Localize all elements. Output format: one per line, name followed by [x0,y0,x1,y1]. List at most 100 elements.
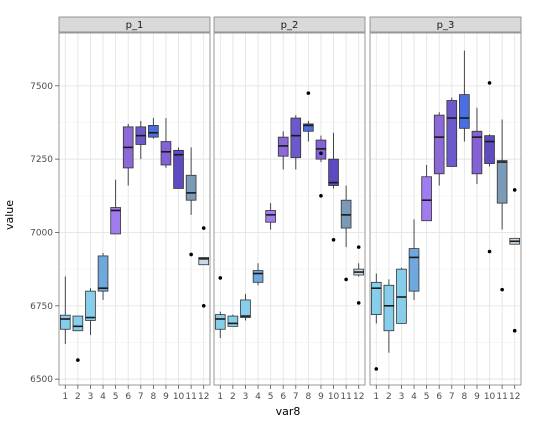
box-body [252,270,264,283]
outlier-point [344,277,348,282]
box-body [173,149,184,189]
box-p_1-2 [72,315,84,362]
x-tick-label: 3 [243,392,249,402]
x-tick-label: 8 [462,392,468,402]
box-body [265,210,276,223]
x-tick-label: 3 [399,392,405,402]
box-p_2-7 [290,115,302,170]
facet-panel-p_3: p_31 2 3 4 5 6 7 8 9 10 11 12 [369,16,522,402]
box-body [198,256,210,266]
y-tick-label: 7250 [30,155,53,165]
outlier-point [319,151,323,156]
outlier-point [500,287,504,292]
x-tick-label: 6 [280,392,286,402]
facet-strip-label: p_1 [126,20,144,31]
x-tick-label: 1 [62,392,68,402]
y-tick-label: 7500 [30,82,53,92]
x-tick-label: 8 [151,392,157,402]
x-tick-label: 3 [88,392,94,402]
outlier-point [218,276,223,280]
outlier-point [356,245,361,249]
box-body [160,141,172,166]
panel-background [59,33,210,385]
x-tick-label: 9 [318,392,324,402]
x-tick-label: 12 [353,392,364,402]
box-p_2-1 [214,276,226,339]
x-tick-label: 2 [230,392,236,402]
outlier-point [319,194,323,198]
box-p_3-10 [484,81,495,254]
x-tick-label: 8 [306,392,312,402]
y-tick-label: 6750 [30,302,53,312]
x-tick-label: 5 [268,392,274,402]
box-p_1-4 [97,253,109,300]
box-p_1-7 [135,121,147,160]
box-p_1-3 [85,288,96,336]
box-p_3-7 [446,97,458,167]
box-p_3-1 [370,273,382,371]
facet-strip-label: p_2 [281,20,299,31]
facet-strip [58,16,211,33]
box-p_1-6 [122,123,134,186]
y-axis: 6500 6750 7000 7250 7500 [30,82,59,385]
box-body [303,123,314,132]
y-tick-label: 7000 [30,228,53,238]
box-p_3-9 [471,107,483,185]
box-p_2-4 [252,263,264,286]
x-tick-label: 4 [411,392,417,402]
facet-panel-p_2: p_21 2 3 4 5 6 7 8 9 10 11 12 [213,16,366,402]
box-p_1-12 [198,226,210,308]
box-p_2-9 [315,135,327,198]
x-tick-label: 11 [185,392,196,402]
box-p_1-10 [173,147,184,189]
box-body [214,314,226,330]
box-p_3-12 [509,188,521,333]
facet-strip-label: p_3 [437,20,455,31]
box-body [370,281,382,316]
box-p_2-6 [277,131,289,170]
box-body [471,130,483,175]
panel-border [369,32,522,386]
box-body [85,290,96,321]
box-p_2-3 [240,294,251,321]
box-body [290,117,302,159]
x-tick-label: 7 [138,392,144,402]
x-tick-label: 1 [217,392,223,402]
x-tick-label: 12 [198,392,209,402]
outlier-point [512,188,517,192]
box-p_1-8 [148,118,159,139]
x-tick-label: 6 [125,392,131,402]
box-body [446,100,458,167]
x-axis-title: var8 [276,405,301,418]
box-body [328,158,339,186]
x-tick-label: 7 [293,392,299,402]
x-tick-label: 11 [496,392,507,402]
box-p_3-3 [396,267,407,324]
panel-background [370,33,521,385]
x-tick-label: 4 [255,392,261,402]
outlier-point [306,91,311,95]
box-body [459,94,470,129]
facet-strip [213,16,366,33]
x-tick-label: 2 [386,392,392,402]
box-p_2-2 [227,314,239,327]
x-tick-label: 6 [436,392,442,402]
outlier-point [487,249,492,254]
x-tick-label: 5 [424,392,430,402]
outlier-point [201,304,206,308]
outlier-point [331,238,336,242]
box-p_3-2 [383,279,395,353]
box-body [240,299,251,318]
y-tick-label: 6500 [30,375,53,385]
box-body [383,284,395,332]
box-body [433,114,445,175]
box-p_3-5 [421,165,432,222]
box-p_1-5 [110,179,121,235]
outlier-point [487,81,492,85]
x-tick-label: 10 [173,392,185,402]
box-body [72,315,84,332]
box-body [484,135,495,164]
outlier-point [356,301,361,305]
box-p_2-11 [340,185,352,282]
